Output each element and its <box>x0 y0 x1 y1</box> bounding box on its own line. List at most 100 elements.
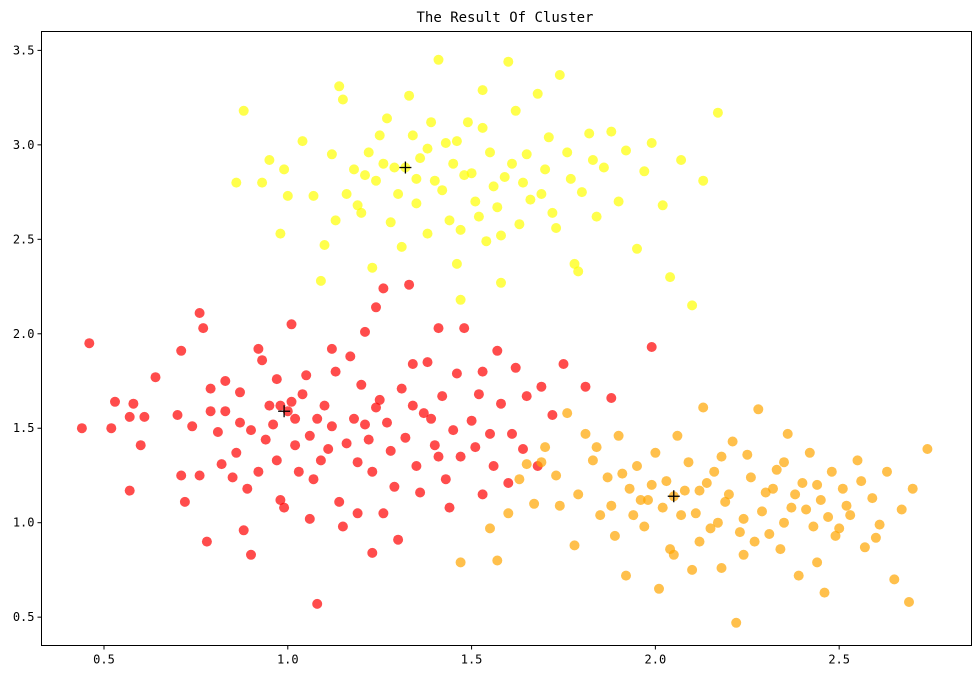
scatter-point-cluster-2 <box>238 105 249 116</box>
scatter-point-cluster-1 <box>606 393 617 403</box>
scatter-point-cluster-2 <box>422 143 433 154</box>
scatter-point-cluster-1 <box>407 400 418 411</box>
scatter-point-cluster-1 <box>323 444 334 454</box>
scatter-point-cluster-2 <box>676 155 687 165</box>
scatter-point-cluster-3 <box>859 542 870 553</box>
scatter-point-cluster-2 <box>499 172 510 182</box>
scatter-point-cluster-2 <box>341 189 352 199</box>
scatter-point-cluster-3 <box>709 466 720 477</box>
scatter-point-cluster-1 <box>275 495 286 505</box>
scatter-point-cluster-1 <box>507 428 517 439</box>
scatter-point-cluster-3 <box>701 478 712 488</box>
scatter-point-cluster-2 <box>462 117 473 128</box>
scatter-point-cluster-1 <box>212 427 223 437</box>
scatter-point-cluster-1 <box>124 485 135 496</box>
scatter-point-cluster-2 <box>632 243 642 254</box>
scatter-point-cluster-1 <box>536 381 547 392</box>
scatter-point-cluster-1 <box>440 474 451 485</box>
scatter-point-cluster-1 <box>179 496 190 507</box>
scatter-point-cluster-1 <box>297 389 308 400</box>
scatter-point-cluster-1 <box>396 383 407 394</box>
scatter-point-cluster-3 <box>823 512 834 522</box>
scatter-point-cluster-3 <box>536 457 547 468</box>
scatter-point-cluster-3 <box>779 517 789 528</box>
scatter-point-cluster-1 <box>455 451 466 462</box>
scatter-point-cluster-3 <box>698 402 709 413</box>
scatter-point-cluster-3 <box>804 447 815 458</box>
scatter-point-cluster-1 <box>393 534 404 545</box>
scatter-point-cluster-2 <box>485 147 495 158</box>
scatter-point-cluster-1 <box>301 370 312 381</box>
centroid-marker-3 <box>667 490 680 503</box>
scatter-point-cluster-1 <box>470 442 481 453</box>
scatter-point-cluster-2 <box>565 173 576 184</box>
scatter-point-cluster-1 <box>194 470 205 481</box>
scatter-point-cluster-3 <box>819 587 830 598</box>
scatter-point-cluster-2 <box>257 177 268 188</box>
scatter-point-cluster-1 <box>448 425 459 436</box>
scatter-point-cluster-2 <box>606 126 617 137</box>
scatter-point-cluster-1 <box>488 461 499 471</box>
scatter-point-cluster-3 <box>587 455 598 466</box>
scatter-point-cluster-1 <box>231 447 242 458</box>
scatter-point-cluster-1 <box>279 502 290 513</box>
scatter-point-cluster-2 <box>264 155 275 165</box>
scatter-point-cluster-3 <box>591 442 602 453</box>
scatter-point-cluster-3 <box>896 504 907 515</box>
scatter-point-cluster-2 <box>481 236 492 247</box>
scatter-point-cluster-3 <box>716 451 727 462</box>
scatter-point-cluster-3 <box>867 493 878 504</box>
scatter-point-cluster-2 <box>488 181 499 192</box>
scatter-point-cluster-1 <box>238 525 249 536</box>
scatter-point-cluster-3 <box>529 498 540 509</box>
scatter-point-cluster-2 <box>473 211 484 222</box>
scatter-point-cluster-1 <box>371 302 381 313</box>
scatter-point-cluster-2 <box>477 122 488 133</box>
scatter-point-cluster-3 <box>808 521 819 532</box>
scatter-point-cluster-3 <box>856 476 867 487</box>
scatter-point-cluster-2 <box>576 187 587 198</box>
scatter-point-cluster-2 <box>279 164 290 175</box>
scatter-point-cluster-3 <box>554 500 565 511</box>
scatter-point-cluster-2 <box>547 207 558 218</box>
scatter-point-cluster-2 <box>334 81 345 92</box>
scatter-point-cluster-3 <box>646 479 657 490</box>
scatter-point-cluster-2 <box>496 277 506 288</box>
scatter-point-cluster-1 <box>76 423 87 434</box>
scatter-point-cluster-1 <box>198 323 209 334</box>
scatter-point-cluster-1 <box>84 338 95 349</box>
scatter-point-cluster-3 <box>738 549 749 560</box>
scatter-point-cluster-3 <box>668 549 679 560</box>
scatter-point-cluster-2 <box>429 175 440 186</box>
scatter-point-cluster-3 <box>889 574 900 585</box>
scatter-point-cluster-2 <box>415 153 426 164</box>
scatter-point-cluster-3 <box>569 540 580 551</box>
scatter-point-cluster-1 <box>139 411 150 422</box>
scatter-point-cluster-3 <box>771 464 782 475</box>
scatter-point-cluster-1 <box>286 396 297 407</box>
scatter-point-cluster-3 <box>492 555 503 566</box>
scatter-point-cluster-1 <box>360 419 370 430</box>
scatter-point-cluster-3 <box>580 428 591 439</box>
scatter-point-cluster-2 <box>282 190 293 201</box>
scatter-point-cluster-1 <box>201 536 212 547</box>
scatter-point-cluster-3 <box>514 474 525 485</box>
scatter-point-cluster-2 <box>315 275 326 286</box>
scatter-point-cluster-2 <box>319 240 330 250</box>
scatter-point-cluster-1 <box>341 438 352 449</box>
scatter-point-cluster-1 <box>407 359 418 369</box>
scatter-point-cluster-1 <box>459 323 470 334</box>
scatter-point-cluster-3 <box>790 489 801 500</box>
scatter-point-cluster-2 <box>503 56 514 67</box>
scatter-point-cluster-3 <box>749 536 760 547</box>
scatter-point-cluster-1 <box>389 481 400 492</box>
scatter-point-cluster-2 <box>326 149 337 160</box>
scatter-point-cluster-1 <box>371 402 381 413</box>
scatter-point-cluster-3 <box>882 466 892 477</box>
scatter-point-cluster-1 <box>304 430 315 441</box>
scatter-point-cluster-2 <box>275 228 286 239</box>
scatter-point-cluster-3 <box>797 478 808 488</box>
scatter-point-cluster-2 <box>554 70 565 80</box>
y-tick-label: 0.5 <box>13 610 35 624</box>
scatter-point-cluster-3 <box>676 510 687 521</box>
